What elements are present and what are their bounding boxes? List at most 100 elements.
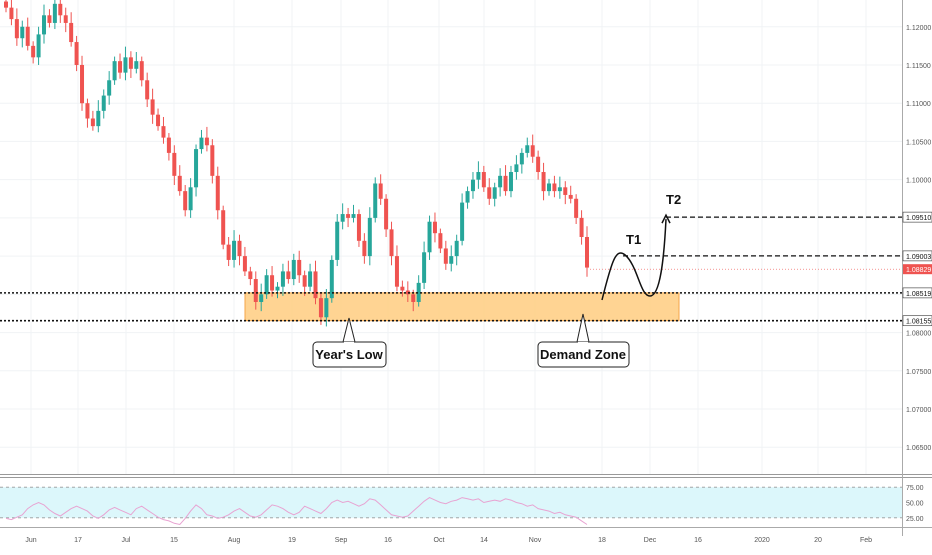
years-low-label: Year's Low [315,347,383,362]
candle-body [25,26,30,46]
level-tag-label: 1.08519 [906,291,931,298]
candle-body [42,15,47,35]
candle-body [270,275,275,291]
price-tick-label: 1.10000 [906,178,931,185]
candle-body [476,172,481,180]
candle-body [264,275,269,295]
candle-body [226,244,231,260]
candle-body [161,126,166,138]
candle-body [166,137,171,153]
candle-body [585,237,589,268]
price-tick-label: 1.11000 [906,101,931,108]
candle-body [443,248,448,264]
rsi-tick-label: 50.00 [906,501,924,508]
candle-body [373,183,378,218]
candle-body [118,61,123,73]
candle-body [96,110,101,127]
candle-body [574,198,579,218]
candle-body [4,1,8,8]
candle-body [563,187,568,195]
candle-body [123,57,128,73]
time-tick-label: Jul [122,537,131,544]
time-tick-label: Jun [25,537,36,544]
candle-body [134,61,139,69]
candle-body [487,187,492,199]
level-tag-box [902,211,932,223]
candle-body [194,149,199,188]
candle-body [579,217,584,237]
candle-body [492,187,497,199]
last-price-tag [903,264,932,275]
time-tick-label: Feb [860,537,872,544]
candle-body [324,298,329,318]
candle-body [232,240,237,260]
candle-body [378,183,383,199]
demand-zone-rect[interactable] [244,292,680,322]
candle-body [427,221,432,253]
candle-body [14,19,19,39]
candle-body [541,172,546,192]
time-tick-label: 18 [598,537,606,544]
candle-body [156,114,161,127]
time-tick-label: Nov [529,537,542,544]
candle-body [362,240,367,257]
candle-body [85,103,90,119]
candle-body [63,15,68,23]
candle-body [58,3,63,16]
candle-body [367,217,372,257]
candle-body [318,298,323,318]
rsi-tick-label: 25.00 [906,516,924,523]
price-pane[interactable] [0,0,902,474]
rsi-line[interactable] [5,497,588,526]
level-tag-label: 1.09003 [906,254,931,261]
time-tick-label: 19 [288,537,296,544]
candle-body [438,233,443,249]
time-tick-label: 2020 [754,537,770,544]
time-tick-label: Dec [644,537,657,544]
candle-body [346,214,351,218]
candle-body [253,279,258,302]
candle-body [384,198,389,230]
candle-body [80,64,85,104]
projection-path[interactable] [601,219,667,301]
candle-body [204,137,209,146]
time-tick-label: Oct [434,537,445,544]
candle-body [422,252,427,283]
level-tag-label: 1.08155 [906,319,931,326]
t1-label: T1 [626,232,641,247]
rsi-tick-label: 75.00 [906,485,924,492]
candle-body [568,194,573,199]
rsi-axis[interactable]: 75.00 50.00 25.00 [906,485,924,523]
candle-body [536,156,541,173]
candle-body [400,286,405,291]
candle-body [329,259,334,299]
time-axis[interactable]: Jun 17 Jul 15 Aug 19 Sep 16 Oct 14 Nov 18 Dec 16 2020 2… [25,537,872,544]
candle-body [242,256,247,272]
candle-body [335,221,340,260]
candle-body [552,183,557,192]
price-axis[interactable]: 1.12000 1.11500 1.11000 1.10500 1.10000 1.095… [906,25,931,452]
candle-body [411,294,416,302]
rsi-band [0,487,902,518]
candle-body [31,45,36,58]
candle-body [525,145,530,153]
price-tick-label: 1.08000 [906,331,931,338]
candle-body [188,187,193,211]
candle-body [297,259,302,276]
candle-body [9,7,14,20]
candle-body [183,191,188,211]
candle-body [313,271,318,299]
candle-body [215,175,220,211]
candle-body [47,15,52,23]
candle-body [465,191,470,203]
candle-body [177,175,182,192]
candle-body [557,187,562,192]
time-tick-label: Sep [335,537,348,544]
years-low-pointer [342,317,356,343]
candle-body [416,282,421,302]
candle-body [508,172,513,192]
demand-zone-label: Demand Zone [540,347,626,362]
candle-body [150,99,155,115]
